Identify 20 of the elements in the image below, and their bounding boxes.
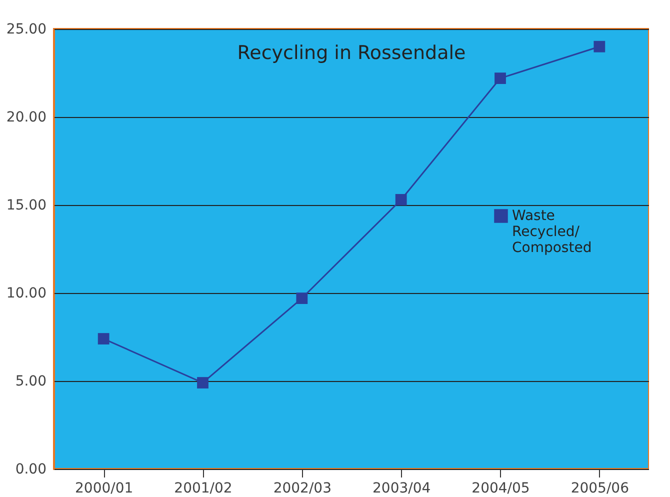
point [197,377,208,388]
legend-label: Waste Recycled/ Composted [512,208,592,256]
x-tick-label: 2005/06 [570,480,630,496]
x-tick-label: 2000/01 [74,480,134,496]
y-tick-label: 25.00 [6,22,46,38]
x-tick-label: 2003/04 [372,480,431,496]
y-tick-label: 15.00 [6,198,46,214]
x-tick-label: 2004/05 [472,480,530,496]
point [594,40,606,52]
point [98,333,110,344]
x-tick-label: 2002/03 [273,480,332,496]
y-tick-label: 10.00 [6,286,46,302]
point [494,72,506,84]
point [296,292,308,304]
y-tick-label: 0.00 [15,462,46,478]
text: Recycling in Rossendale [237,42,466,64]
y-tick-label: 20.00 [6,110,46,126]
y-tick-label: 5.00 [15,374,46,390]
x-tick-label: 2001/02 [174,480,232,496]
point [395,194,407,206]
